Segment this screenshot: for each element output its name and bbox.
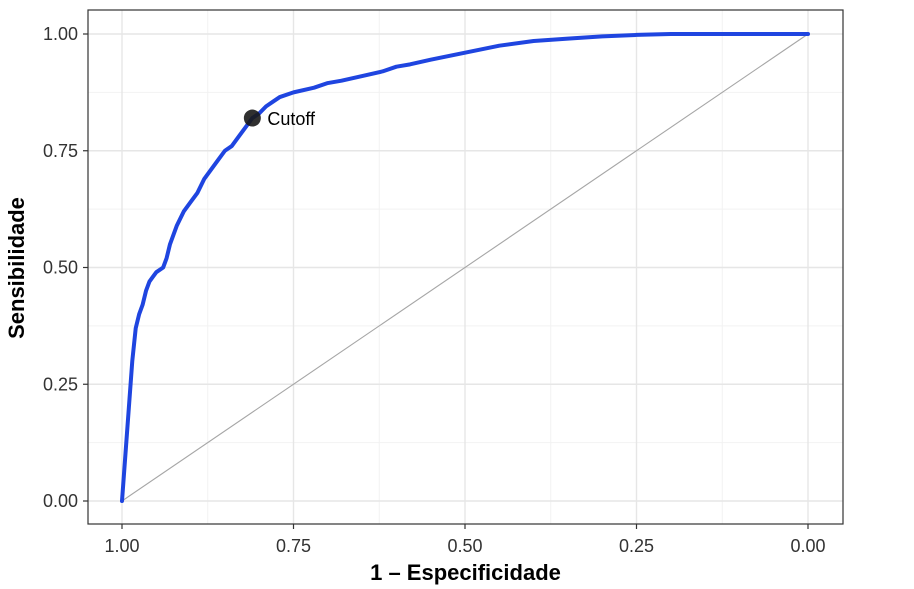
x-tick-label-4: 0.00	[790, 536, 825, 556]
y-tick-label-4: 1.00	[43, 24, 78, 44]
y-tick-label-3: 0.75	[43, 141, 78, 161]
y-tick-label-0: 0.00	[43, 491, 78, 511]
x-tick-label-0: 1.00	[104, 536, 139, 556]
annotation-layer: Cutoff	[243, 109, 316, 129]
x-tick-label-2: 0.50	[447, 536, 482, 556]
x-tick-label-3: 0.25	[619, 536, 654, 556]
roc-curve-line	[120, 32, 810, 503]
y-axis-title: Sensibilidade	[4, 197, 29, 339]
cutoff-label: Cutoff	[267, 109, 316, 129]
series-layer	[120, 32, 810, 503]
axis-ticks: 1.00 0.75 0.50 0.25 0.00 0.00 0.25 0.50 0.75 1.00	[43, 24, 826, 556]
x-axis-title: 1 – Especificidade	[370, 560, 561, 585]
y-tick-label-1: 0.25	[43, 374, 78, 394]
reference-diagonal-line	[121, 33, 809, 502]
cutoff-point-marker	[243, 109, 261, 127]
x-tick-label-1: 0.75	[276, 536, 311, 556]
y-tick-label-2: 0.50	[43, 258, 78, 278]
